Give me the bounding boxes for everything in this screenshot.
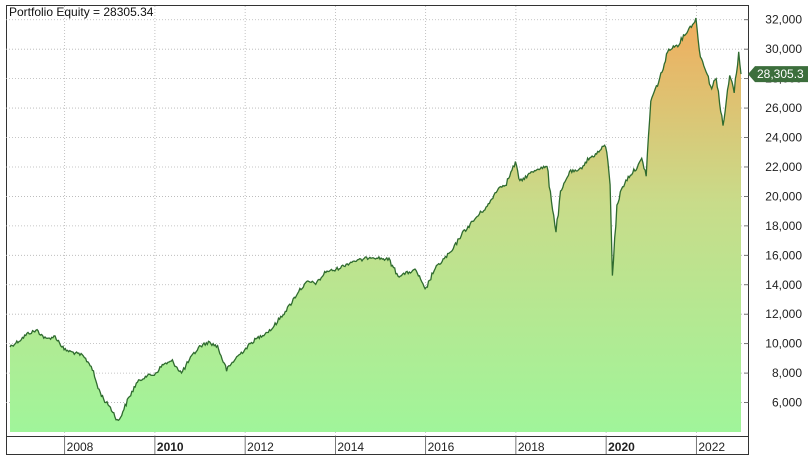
y-tick-label: 32,000 (765, 13, 802, 27)
x-tick-label: 2010 (157, 440, 184, 454)
equity-area (10, 18, 741, 432)
y-tick-label: 10,000 (765, 337, 802, 351)
y-tick-label: 6,000 (772, 396, 802, 410)
x-axis-ticks: 2008 2010 2012 2014 2016 2018 2020 2022 (64, 436, 725, 454)
x-tick-label: 2016 (428, 440, 455, 454)
y-tick-label: 22,000 (765, 160, 802, 174)
y-tick-label: 20,000 (765, 189, 802, 203)
last-value-badge: 28,305.3 (748, 66, 808, 83)
x-tick-label: 2014 (337, 440, 364, 454)
y-tick-label: 30,000 (765, 42, 802, 56)
x-tick-label: 2012 (247, 440, 274, 454)
equity-line (9, 17, 742, 422)
y-tick-label: 16,000 (765, 248, 802, 262)
y-tick-label: 12,000 (765, 307, 802, 321)
x-tick-label: 2018 (518, 440, 545, 454)
chart-title: Portfolio Equity = 28305.34 (9, 5, 154, 19)
x-tick-label: 2020 (608, 440, 635, 454)
x-tick-label: 2022 (698, 440, 725, 454)
x-tick-label: 2008 (67, 440, 94, 454)
y-tick-label: 8,000 (772, 366, 802, 380)
y-tick-label: 24,000 (765, 131, 802, 145)
y-tick-label: 26,000 (765, 101, 802, 115)
y-tick-label: 18,000 (765, 219, 802, 233)
y-tick-label: 14,000 (765, 278, 802, 292)
value-badge-label: 28,305.3 (757, 67, 804, 81)
value-badge-shape (748, 66, 808, 83)
